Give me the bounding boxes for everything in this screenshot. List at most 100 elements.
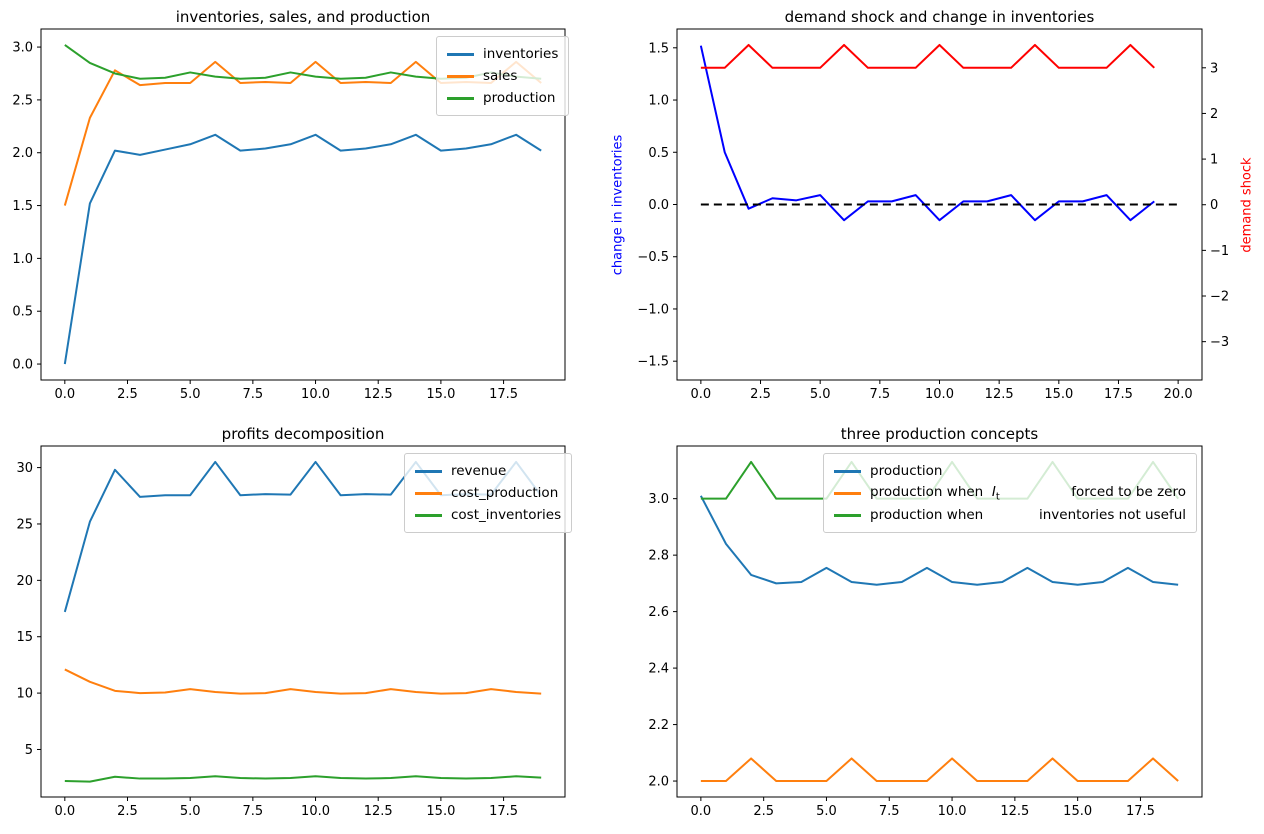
panel-1: 0.0 2.5 5.0 7.5 10.0 12.5 15.0 17.5 20.0−1.5−1.0… bbox=[637, 28, 1229, 402]
series-line-cost-inventories bbox=[64, 775, 542, 783]
x-tick-label: 12.5 bbox=[364, 804, 393, 819]
x-tick-label: 0.0 bbox=[54, 804, 75, 819]
x-tick-label: 17.5 bbox=[489, 804, 518, 819]
legend-three-production-concepts: production production when It forced to … bbox=[823, 453, 1197, 533]
legend-label-inventories-not-useful: inventories not useful bbox=[1039, 507, 1186, 523]
y-tick-label: 0.5 bbox=[648, 146, 669, 161]
legend-line-revenue bbox=[415, 469, 442, 473]
y-right-tick-label: −1 bbox=[1210, 244, 1229, 259]
y-right-tick-label: 1 bbox=[1210, 153, 1218, 168]
x-tick-label: 7.5 bbox=[879, 804, 900, 819]
y-tick-label: 1.0 bbox=[648, 94, 669, 109]
y-tick-label: 2.5 bbox=[12, 93, 33, 108]
y-tick-label: 20 bbox=[16, 574, 33, 589]
x-tick-label: 2.5 bbox=[753, 804, 774, 819]
x-tick-label: 7.5 bbox=[243, 387, 264, 402]
legend-line-production bbox=[447, 96, 474, 100]
legend-label-forced-to-be-zero: forced to be zero bbox=[1071, 483, 1186, 500]
x-tick-label: 15.0 bbox=[1063, 804, 1092, 819]
x-tick-label: 12.5 bbox=[364, 387, 393, 402]
y-tick-label: 1.5 bbox=[648, 41, 669, 56]
legend-line-inventories bbox=[447, 52, 474, 56]
legend-line-sales bbox=[447, 74, 474, 78]
legend-row: cost_inventories bbox=[415, 504, 561, 526]
x-tick-label: 10.0 bbox=[938, 804, 967, 819]
x-tick-label: 12.5 bbox=[985, 387, 1014, 402]
y-tick-label: 15 bbox=[16, 630, 33, 645]
x-tick-label: 17.5 bbox=[1126, 804, 1155, 819]
y-tick-label: 3.0 bbox=[12, 41, 33, 56]
x-tick-label: 2.5 bbox=[117, 804, 138, 819]
legend-label-cost-production: cost_production bbox=[451, 485, 559, 501]
math-subscript-t: t bbox=[995, 491, 1000, 503]
series-line-production-when-i-t-forced-to-be-zero bbox=[700, 757, 1179, 783]
x-tick-label: 10.0 bbox=[301, 387, 330, 402]
y-tick-label: 2.8 bbox=[648, 549, 669, 564]
x-tick-label: 2.5 bbox=[750, 387, 771, 402]
y-tick-label: 1.5 bbox=[12, 199, 33, 214]
legend-line-cost-inventories bbox=[415, 513, 442, 517]
x-tick-label: 15.0 bbox=[426, 387, 455, 402]
x-tick-label: 5.0 bbox=[180, 804, 201, 819]
series-line-inventories bbox=[63, 133, 542, 365]
panel-0: 0.0 2.5 5.0 7.5 10.0 12.5 15.0 17.5 0.0 0.5 1.0 1.5… bbox=[12, 28, 566, 402]
legend-line-cost-production bbox=[415, 491, 442, 495]
x-tick-label: 0.0 bbox=[691, 804, 712, 819]
x-tick-label: 5.0 bbox=[180, 387, 201, 402]
panel-title-three-production-concepts: three production concepts bbox=[840, 425, 1039, 443]
legend-inventories-sales-production: inventories sales production bbox=[436, 36, 570, 116]
panel-title-inventories-sales-production: inventories, sales, and production bbox=[175, 8, 431, 26]
legend-row: production when inventories not useful bbox=[834, 504, 1186, 526]
series-line-cost-production bbox=[64, 668, 542, 695]
y-tick-label: 10 bbox=[16, 687, 33, 702]
legend-row: inventories bbox=[447, 43, 558, 65]
series-line-change-in-inventories bbox=[699, 45, 1155, 222]
legend-row: sales bbox=[447, 65, 558, 87]
y-tick-label: 2.6 bbox=[648, 605, 669, 620]
legend-line-production-zero-inventories bbox=[834, 491, 861, 495]
legend-profits-decomposition: revenue cost_production cost_inventories bbox=[404, 453, 573, 533]
legend-line-production-no-inventory-value bbox=[834, 513, 861, 517]
y-tick-label: 0.0 bbox=[648, 198, 669, 213]
legend-label-production: production bbox=[870, 463, 943, 479]
axes-spines bbox=[40, 28, 566, 381]
legend-label-production-when: production when bbox=[870, 507, 984, 523]
y-tick-label: 2.4 bbox=[648, 662, 669, 677]
y-right-tick-label: −3 bbox=[1210, 335, 1229, 350]
panel-3: 0.0 2.5 5.0 7.5 10.0 12.5 15.0 17.5 2.0 2.2 2.4 2.6… bbox=[648, 445, 1203, 819]
y-tick-label: 2.2 bbox=[648, 718, 669, 733]
x-tick-label: 0.0 bbox=[54, 387, 75, 402]
y-right-tick-label: −2 bbox=[1210, 290, 1229, 305]
legend-row: production when It forced to be zero bbox=[834, 482, 1186, 504]
legend-label-sales: sales bbox=[483, 68, 518, 84]
y-tick-label: 3.0 bbox=[648, 492, 669, 507]
x-tick-label: 15.0 bbox=[426, 804, 455, 819]
x-tick-label: 0.0 bbox=[691, 387, 712, 402]
y-right-tick-label: 0 bbox=[1210, 198, 1218, 213]
x-tick-label: 10.0 bbox=[925, 387, 954, 402]
x-tick-label: 10.0 bbox=[301, 804, 330, 819]
x-tick-label: 2.5 bbox=[117, 387, 138, 402]
legend-row: cost_production bbox=[415, 482, 561, 504]
y-tick-label: 5 bbox=[25, 743, 33, 758]
y-tick-label: 30 bbox=[16, 461, 33, 476]
ylabel-demand-shock: demand shock bbox=[1239, 157, 1255, 253]
y-right-tick-label: 3 bbox=[1210, 61, 1218, 76]
y-tick-label: 0.0 bbox=[12, 358, 33, 373]
y-tick-label: 0.5 bbox=[12, 305, 33, 320]
legend-label-production-when-it: production when It bbox=[870, 483, 1000, 503]
y-tick-label: 1.0 bbox=[12, 252, 33, 267]
legend-label-revenue: revenue bbox=[451, 463, 507, 479]
axes-spines bbox=[676, 445, 1203, 798]
x-tick-label: 7.5 bbox=[243, 804, 264, 819]
legend-label-production: production bbox=[483, 90, 556, 106]
x-tick-label: 17.5 bbox=[489, 387, 518, 402]
y-tick-label: −1.5 bbox=[637, 355, 669, 370]
x-tick-label: 20.0 bbox=[1164, 387, 1193, 402]
series-line-demand-shock bbox=[700, 43, 1155, 69]
panel-title-demand-shock: demand shock and change in inventories bbox=[784, 8, 1095, 26]
panel-title-profits-decomposition: profits decomposition bbox=[221, 425, 385, 443]
legend-row: production bbox=[447, 87, 558, 109]
x-tick-label: 5.0 bbox=[810, 387, 831, 402]
